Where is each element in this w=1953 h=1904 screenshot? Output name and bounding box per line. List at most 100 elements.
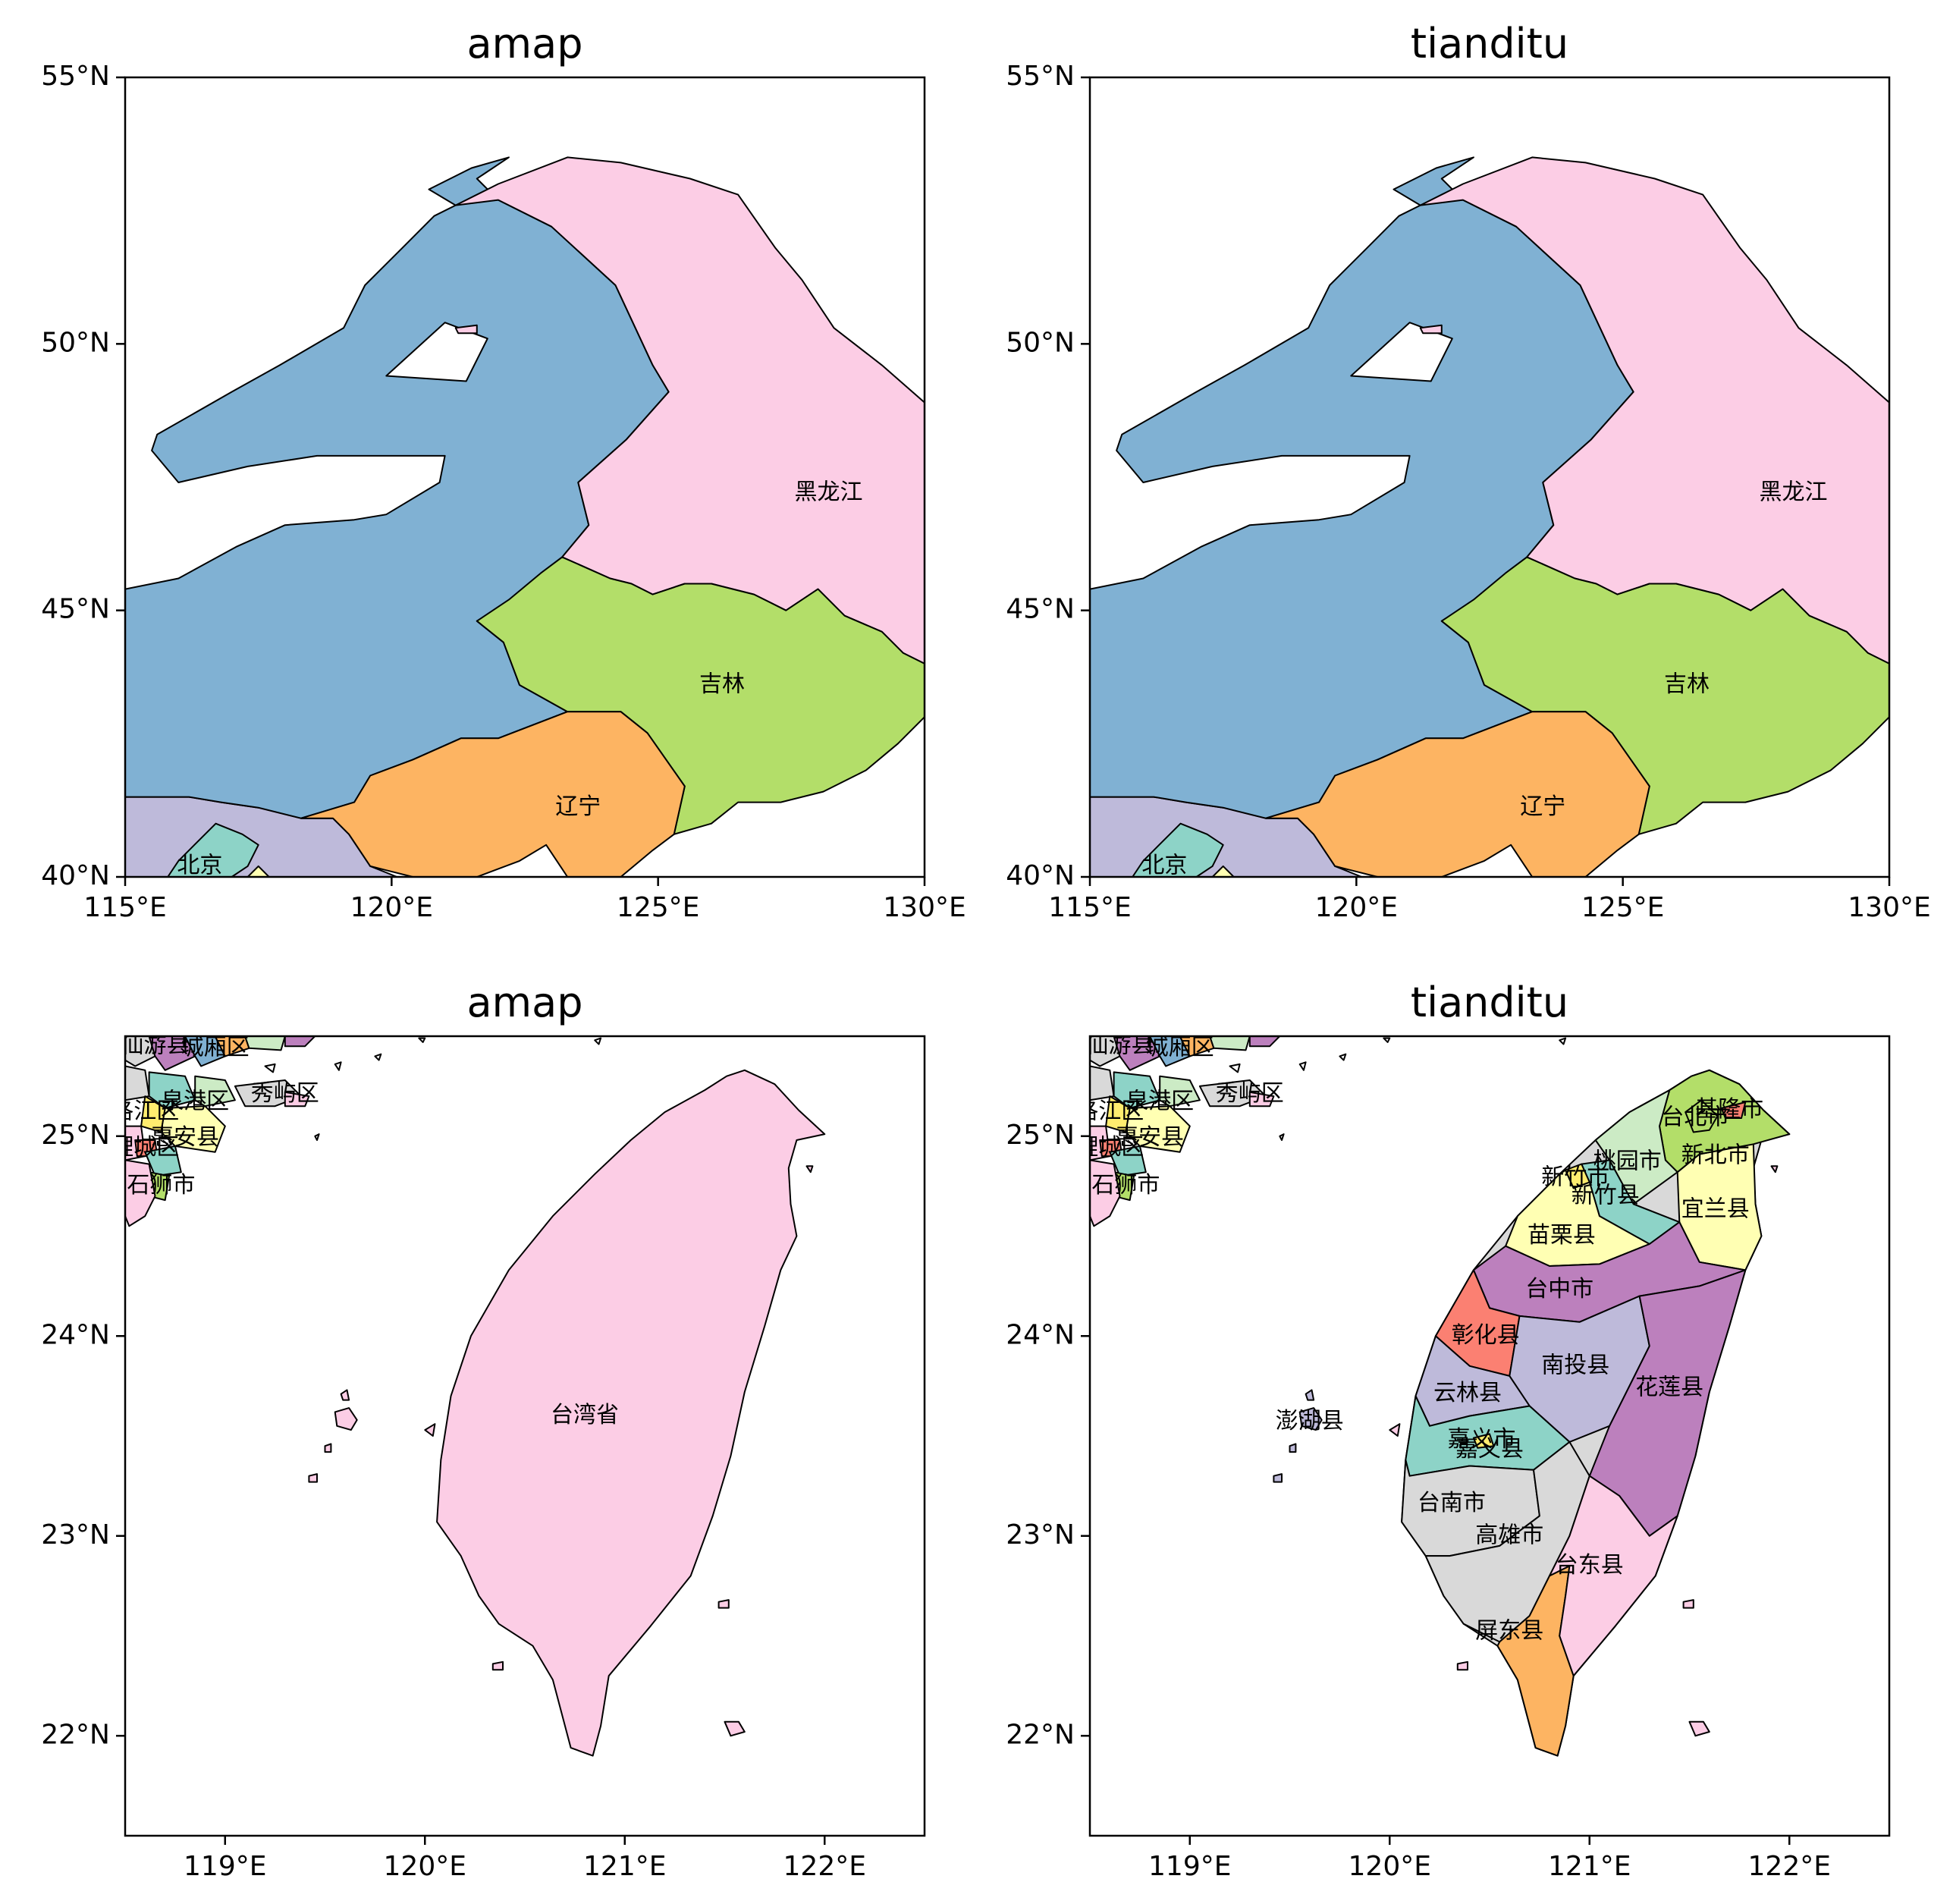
y-tick-label: 40°N: [41, 860, 110, 891]
fujian-county-region: [1248, 1091, 1275, 1108]
taiwan-island: [340, 1389, 350, 1401]
fujian-county-region: [244, 1036, 286, 1051]
taiwan_tianditu_labels-label: 桃园市: [1593, 1148, 1662, 1175]
taiwan_tianditu_labels-label: 台北市: [1661, 1104, 1729, 1131]
taiwan-island: [424, 1423, 436, 1437]
liaoning-region: [1264, 711, 1650, 877]
fujian-county-region: [1149, 1036, 1191, 1067]
small-island: [1559, 1037, 1567, 1045]
taiwan_tianditu_labels-label: 嘉义县: [1455, 1436, 1524, 1463]
small-island: [1339, 1053, 1347, 1061]
taiwan-island: [1688, 1720, 1710, 1737]
chiayicity-region: [1472, 1433, 1495, 1449]
panel-title: tianditu: [1411, 979, 1568, 1026]
small-island: [594, 1037, 602, 1045]
x-tick-label: 119°E: [1148, 1851, 1231, 1882]
northeast_labels-label: 北京: [1141, 852, 1187, 878]
x-tick-label: 115°E: [83, 892, 166, 923]
taiwan_amap_labels-label: 城厢区: [181, 1034, 250, 1060]
taiwan-island: [805, 1165, 814, 1174]
taiwan-island: [324, 1443, 332, 1453]
beijing-region: [1132, 822, 1224, 877]
taiwan-island: [334, 1407, 358, 1431]
y-tick-label: 25°N: [1006, 1120, 1075, 1151]
fujian-county-region: [125, 1036, 156, 1067]
taiwan_tianditu_labels-label: 石狮市: [1091, 1172, 1160, 1199]
axes-frame: [1088, 1035, 1891, 1837]
taiwan-island: [1682, 1599, 1694, 1609]
fujian-county-region: [1159, 1075, 1201, 1108]
taiwan-island: [1305, 1389, 1315, 1401]
fujian-county-region: [284, 1091, 310, 1108]
fujian-county-region: [1248, 1036, 1281, 1048]
enclave-region: [1419, 324, 1443, 335]
axes-frame: [1088, 76, 1891, 878]
x-tick-label: 122°E: [1748, 1851, 1831, 1882]
fujian-county-region: [1125, 1105, 1191, 1153]
taiwan_tianditu_labels-label: 澎湖县: [1276, 1408, 1344, 1434]
taiwan_amap_labels-label: 泉港区: [161, 1089, 229, 1115]
taiwan-island: [1770, 1165, 1779, 1174]
taiwan_amap_labels-label: 石狮市: [127, 1172, 195, 1199]
taiwan-island: [308, 1473, 318, 1483]
y-tick-label: 45°N: [41, 594, 110, 625]
small-island: [314, 1133, 320, 1141]
y-tick-label: 22°N: [41, 1719, 110, 1750]
panel-title: amap: [466, 979, 582, 1026]
panel-title: amap: [466, 20, 582, 68]
taiwan-province-region: [436, 1069, 826, 1757]
taiwan_tianditu_labels-label: 高雄市: [1475, 1522, 1543, 1548]
taiwan_tianditu_labels-label: 仙游县: [1086, 1032, 1154, 1059]
x-tick-label: 120°E: [1349, 1851, 1431, 1882]
taiwan-island: [1289, 1443, 1297, 1453]
axes-frame: [124, 1035, 926, 1837]
fujian-county-region: [1090, 1036, 1121, 1067]
taiwan_tianditu_labels-label: 南投县: [1541, 1352, 1609, 1378]
fujian-county-region: [148, 1071, 196, 1109]
hulun-lake: [385, 322, 488, 382]
tianjin-region: [1211, 865, 1235, 877]
small-island: [334, 1061, 342, 1071]
taiwan_tianditu_labels-label: 台南市: [1418, 1490, 1486, 1516]
fujian-county-region: [284, 1036, 316, 1048]
taiwan_tianditu_labels-label: 云林县: [1433, 1380, 1502, 1406]
y-tick-label: 55°N: [1006, 61, 1075, 92]
northeast_labels-label: 辽宁: [1520, 793, 1565, 820]
x-tick-label: 130°E: [883, 892, 966, 923]
y-tick-label: 55°N: [41, 61, 110, 92]
fujian-county-region: [125, 1065, 150, 1101]
small-island: [1298, 1061, 1307, 1071]
taiwan_tianditu_labels-label: 新竹市: [1541, 1164, 1609, 1191]
taiwan-island: [1298, 1407, 1323, 1431]
small-island: [264, 1063, 276, 1073]
x-tick-label: 120°E: [384, 1851, 466, 1882]
taiwan_tianditu_labels-label: 鲤城区: [1075, 1134, 1144, 1161]
taiwan_tianditu_labels-label: 秀屿区: [1216, 1080, 1284, 1107]
small-island: [1229, 1063, 1241, 1073]
taiwan_amap_labels-label: 秀屿区: [251, 1080, 319, 1107]
taiwan-island: [717, 1599, 730, 1609]
taipei-region: [1685, 1099, 1719, 1133]
fujian-county-region: [1113, 1071, 1161, 1109]
liaoning-region: [300, 711, 686, 877]
taiwan_tianditu_labels-label: 苗栗县: [1528, 1222, 1596, 1249]
y-tick-label: 25°N: [41, 1120, 110, 1151]
hsinchucity-region: [1565, 1163, 1590, 1189]
fujian-county-region: [194, 1075, 236, 1108]
y-tick-label: 24°N: [41, 1319, 110, 1350]
hulun-lake: [1350, 322, 1453, 382]
taiwan_amap_labels-label: 鲤城区: [111, 1134, 179, 1161]
taiwan_amap_labels-label: 仙游县: [121, 1032, 190, 1059]
axes-frame: [124, 76, 926, 878]
fujian-county-region: [1109, 1145, 1147, 1177]
taiwan_tianditu_labels-label: 台东县: [1556, 1552, 1624, 1579]
taiwan-island: [491, 1661, 504, 1671]
x-tick-label: 120°E: [350, 892, 433, 923]
x-tick-label: 122°E: [783, 1851, 866, 1882]
